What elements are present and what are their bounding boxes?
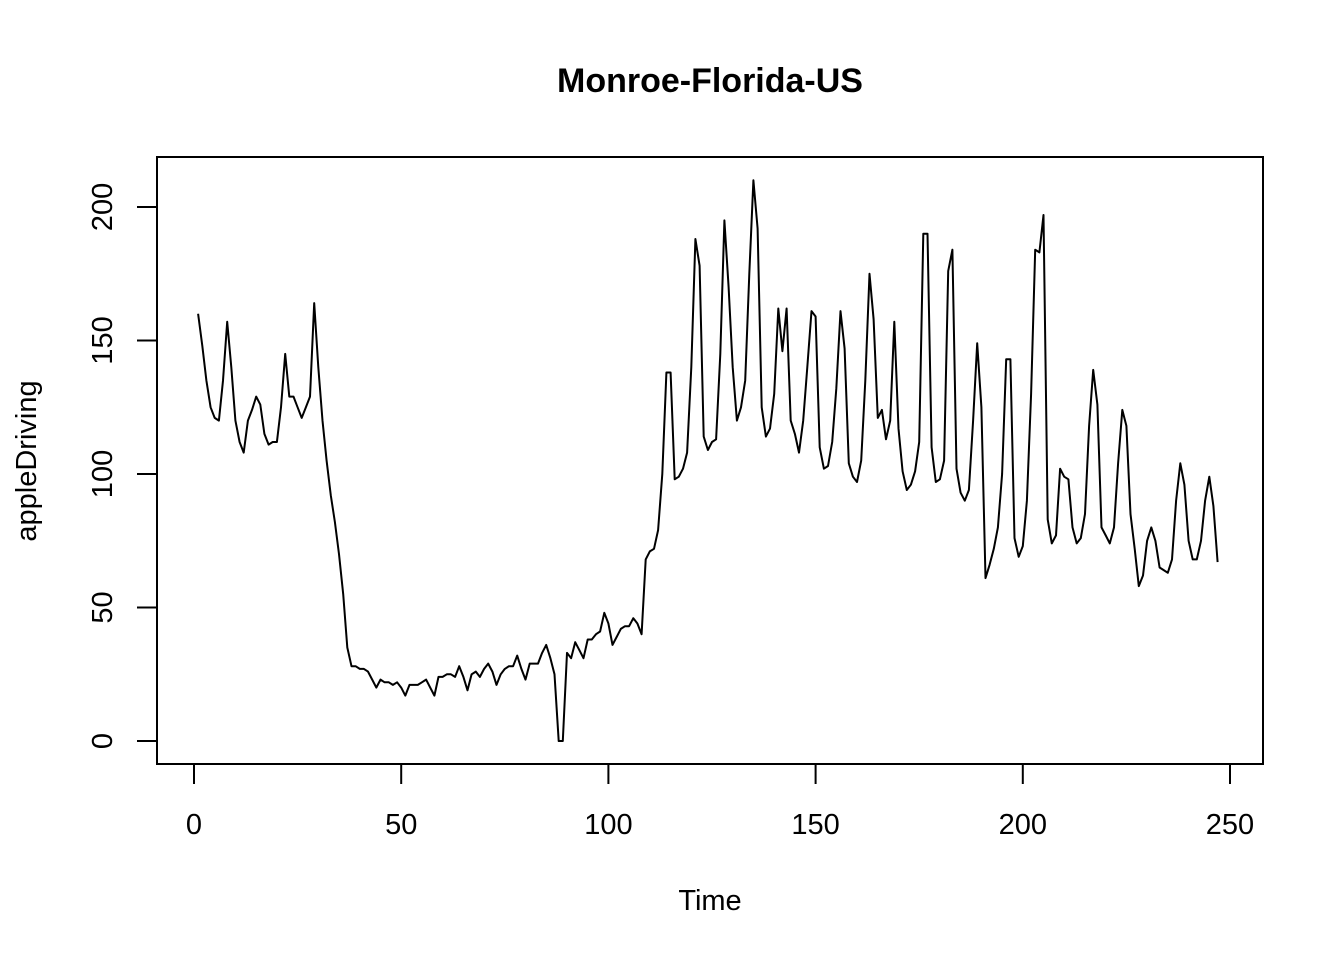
series-layer xyxy=(197,179,1219,742)
chart-title: Monroe-Florida-US xyxy=(557,62,863,100)
y-tick-label: 50 xyxy=(87,591,119,623)
x-tick-label: 100 xyxy=(584,809,632,841)
x-tick-label: 250 xyxy=(1206,809,1254,841)
x-tick-label: 50 xyxy=(385,809,417,841)
x-axis-label: Time xyxy=(678,885,741,917)
x-tick-label: 150 xyxy=(791,809,839,841)
x-tick-label: 0 xyxy=(186,809,202,841)
y-axis: 0 50 100 150 200 xyxy=(87,183,158,749)
y-tick-label: 100 xyxy=(87,450,119,498)
plot-frame xyxy=(156,156,1264,765)
y-tick-label: 150 xyxy=(87,316,119,364)
y-tick-label: 200 xyxy=(87,183,119,231)
y-axis-label: appleDriving xyxy=(11,380,43,541)
series-line-0 xyxy=(197,179,1219,742)
x-tick-label: 200 xyxy=(999,809,1047,841)
x-axis: 0 50 100 150 200 250 xyxy=(186,763,1254,841)
y-tick-label: 0 xyxy=(87,733,119,749)
